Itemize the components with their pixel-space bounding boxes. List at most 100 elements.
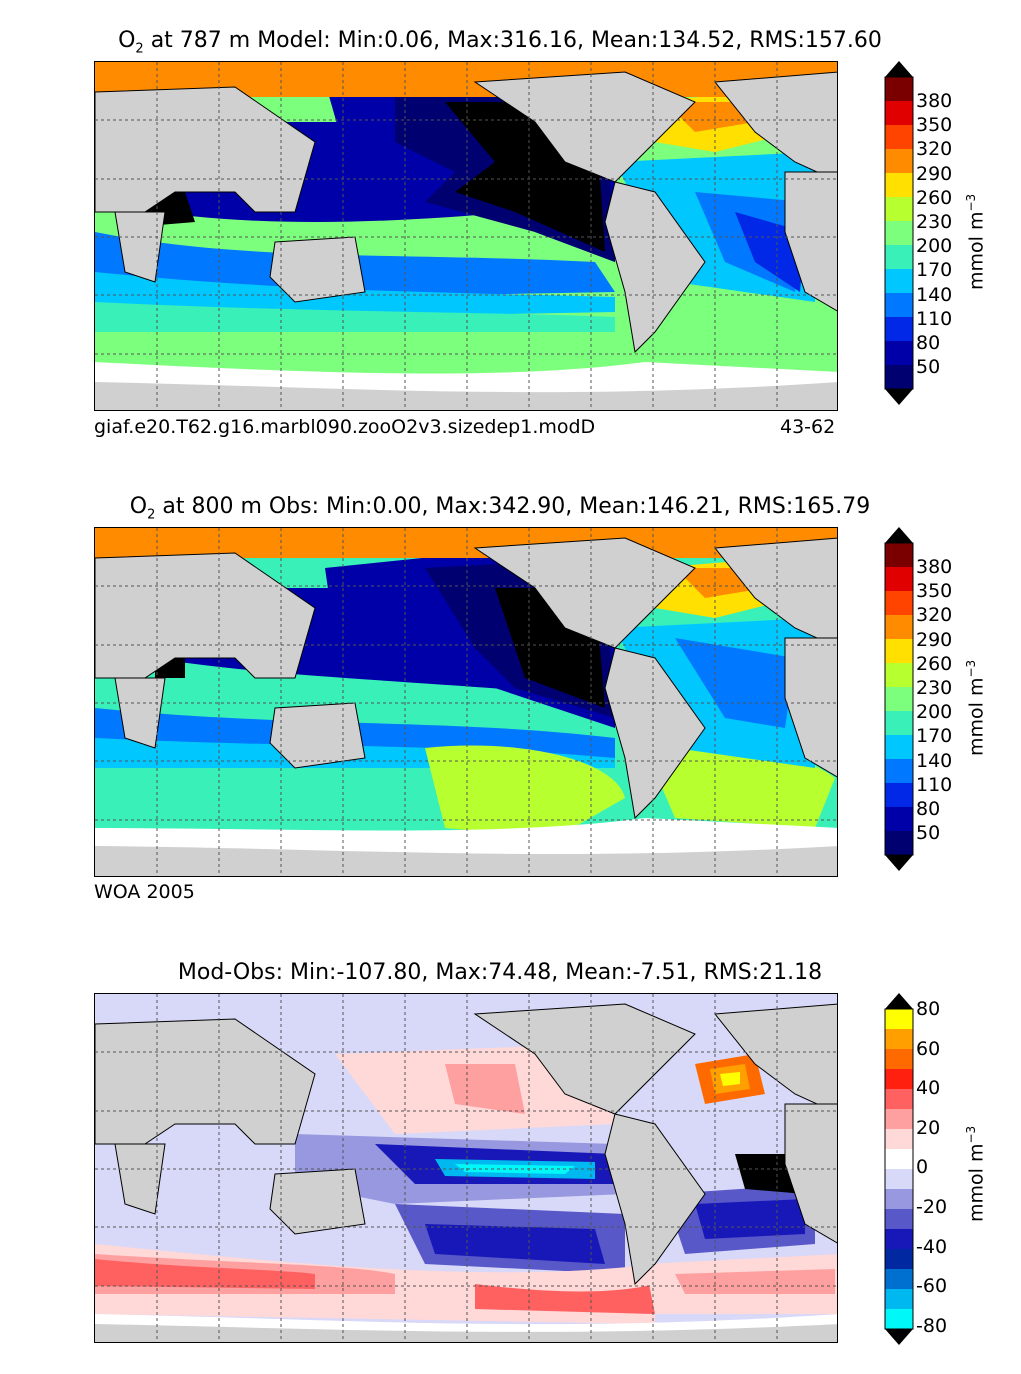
colorbar-segment — [885, 341, 913, 366]
colorbar-tick-label: 380 — [916, 90, 953, 112]
colorbar-segment — [885, 783, 913, 808]
colorbar-svg — [884, 993, 914, 1345]
colorbar-segment — [885, 197, 913, 222]
colorbar-min-extension — [885, 1329, 913, 1345]
run-name-label: giaf.e20.T62.g16.marbl090.zooO2v3.sizede… — [94, 416, 596, 438]
colorbar-tick-label: -80 — [916, 1314, 948, 1337]
colorbar-segment — [885, 1129, 913, 1150]
colorbar-segment — [885, 1209, 913, 1230]
colorbar-outline — [884, 542, 914, 856]
colorbar-segment — [885, 567, 913, 592]
colorbar-segment — [885, 149, 913, 174]
colorbar-tick-label: 170 — [916, 259, 953, 282]
colorbar-segment — [885, 591, 913, 616]
colorbar-tick-label: 80 — [916, 332, 941, 354]
colorbar-segment — [885, 1269, 913, 1290]
colorbar-max-extension — [885, 993, 913, 1009]
colorbar-svg — [884, 61, 914, 405]
colorbar-tick-label: -60 — [916, 1275, 948, 1298]
colorbar-outline — [884, 1008, 914, 1330]
year-range-label: 43-62 — [780, 416, 836, 438]
colorbar-tick-label: 320 — [916, 604, 953, 627]
colorbar-tick-label: 50 — [916, 822, 941, 845]
colorbar-obs — [884, 526, 914, 876]
colorbar-tick-label: 80 — [916, 798, 941, 820]
colorbar-tick-label: 350 — [916, 580, 953, 603]
colorbar-segment — [885, 687, 913, 712]
panel-obs: O2 at 800 m Obs: Min:0.00, Max:342.90, M… — [0, 466, 1021, 916]
colorbar-segment — [885, 1249, 913, 1270]
colorbar-segment — [885, 1149, 913, 1170]
colorbar-outline — [884, 76, 914, 390]
colorbar-segment — [885, 1029, 913, 1050]
colorbar-tick-label: 0 — [916, 1156, 929, 1179]
colorbar-segment — [885, 735, 913, 760]
colorbar-max-extension — [885, 61, 913, 77]
colorbar-segment — [885, 1309, 913, 1330]
colorbar-tick-label: 230 — [916, 211, 953, 233]
colorbar-segment — [885, 317, 913, 342]
colorbar-tick-label: 20 — [916, 1116, 941, 1139]
colorbar-tick-label: 260 — [916, 652, 953, 675]
map-plot — [94, 61, 838, 411]
colorbar-segment — [885, 639, 913, 664]
colorbar-segment — [885, 807, 913, 832]
colorbar-segment — [885, 1229, 913, 1250]
panel-title: O2 at 800 m Obs: Min:0.00, Max:342.90, M… — [129, 494, 871, 523]
colorbar-tick-label: 60 — [916, 1037, 941, 1060]
map-plot — [94, 527, 838, 877]
colorbar-tick-label: 140 — [916, 749, 953, 772]
colorbar-unit-label: mmol m−3 — [964, 659, 988, 756]
colorbar-max-extension — [885, 527, 913, 543]
colorbar-tick-label: 350 — [916, 114, 953, 137]
colorbar-segment — [885, 1049, 913, 1070]
colorbar-min-extension — [885, 855, 913, 871]
colorbar-model — [884, 60, 914, 410]
colorbar-segment — [885, 711, 913, 736]
colorbar-segment — [885, 269, 913, 294]
colorbar-segment — [885, 77, 913, 102]
colorbar-tick-label: 320 — [916, 138, 953, 161]
colorbar-segment — [885, 245, 913, 270]
colorbar-segment — [885, 1069, 913, 1090]
colorbar-segment — [885, 293, 913, 318]
colorbar-tick-label: 110 — [916, 773, 953, 796]
colorbar-diff — [884, 992, 914, 1350]
colorbar-segment — [885, 1169, 913, 1190]
dataset-label: WOA 2005 — [94, 881, 195, 903]
colorbar-segment — [885, 1009, 913, 1030]
colorbar-tick-label: -20 — [916, 1196, 948, 1218]
panel-title: O2 at 787 m Model: Min:0.06, Max:316.16,… — [118, 28, 882, 57]
panel-model: O2 at 787 m Model: Min:0.06, Max:316.16,… — [0, 0, 1021, 460]
colorbar-segment — [885, 759, 913, 784]
colorbar-tick-label: 290 — [916, 628, 953, 651]
colorbar-tick-label: 200 — [916, 235, 953, 258]
colorbar-tick-label: 80 — [916, 998, 941, 1020]
colorbar-svg — [884, 527, 914, 871]
colorbar-tick-label: 50 — [916, 356, 941, 379]
colorbar-tick-label: -40 — [916, 1235, 948, 1258]
colorbar-segment — [885, 1089, 913, 1110]
colorbar-segment — [885, 365, 913, 390]
panel-diff: Mod-Obs: Min:-107.80, Max:74.48, Mean:-7… — [0, 932, 1021, 1374]
colorbar-tick-label: 260 — [916, 186, 953, 209]
colorbar-segment — [885, 221, 913, 246]
colorbar-unit-label: mmol m−3 — [964, 1125, 988, 1222]
colorbar-tick-label: 170 — [916, 725, 953, 748]
colorbar-segment — [885, 101, 913, 126]
panel-title: Mod-Obs: Min:-107.80, Max:74.48, Mean:-7… — [177, 960, 823, 985]
colorbar-tick-label: 40 — [916, 1077, 941, 1100]
colorbar-tick-label: 290 — [916, 162, 953, 185]
colorbar-tick-label: 200 — [916, 701, 953, 724]
colorbar-segment — [885, 1109, 913, 1130]
colorbar-tick-label: 140 — [916, 283, 953, 306]
colorbar-segment — [885, 125, 913, 150]
map-plot — [94, 993, 838, 1343]
colorbar-min-extension — [885, 389, 913, 405]
colorbar-tick-label: 110 — [916, 307, 953, 330]
colorbar-segment — [885, 173, 913, 198]
colorbar-segment — [885, 615, 913, 640]
colorbar-unit-label: mmol m−3 — [964, 193, 988, 290]
colorbar-tick-label: 380 — [916, 556, 953, 578]
colorbar-segment — [885, 831, 913, 856]
